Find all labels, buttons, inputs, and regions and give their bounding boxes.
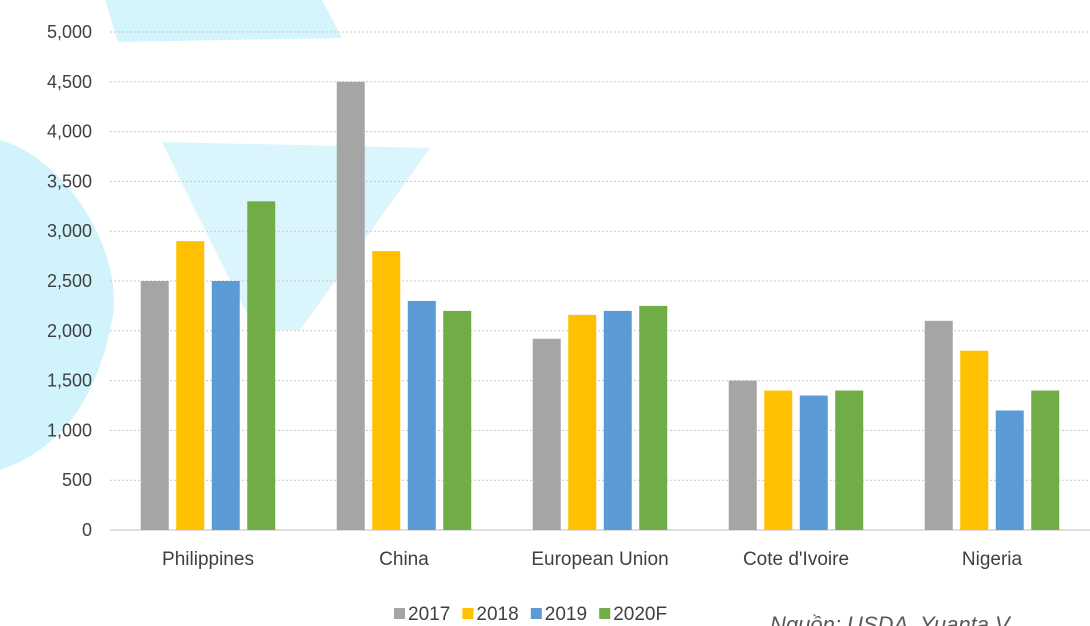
y-axis-ticks: 0 500 1,000 1,500 2,000 2,500 3,000 3,500 4,000 4… xyxy=(47,22,92,540)
bar xyxy=(532,338,561,530)
source-note: Nguồn: USDA, Yuanta V xyxy=(770,612,1012,626)
legend-label: 2020F xyxy=(613,604,667,625)
bar xyxy=(924,320,953,530)
bar xyxy=(568,314,597,530)
bar xyxy=(443,310,472,530)
bar xyxy=(247,201,276,530)
y-tick-label: 5,000 xyxy=(47,22,92,42)
legend-label: 2017 xyxy=(408,604,450,625)
y-tick-label: 4,500 xyxy=(47,72,92,92)
bar xyxy=(176,241,205,530)
bar xyxy=(407,300,436,530)
bar xyxy=(603,310,632,530)
bar xyxy=(728,380,757,530)
x-category-label: Cote d'Ivoire xyxy=(743,549,849,570)
x-category-label: China xyxy=(379,549,429,570)
bar xyxy=(140,281,169,530)
x-category-label: Nigeria xyxy=(962,549,1023,570)
y-tick-label: 4,000 xyxy=(47,122,92,142)
y-tick-label: 2,000 xyxy=(47,321,92,341)
watermark-shape-top xyxy=(105,0,342,42)
bar xyxy=(1031,390,1060,530)
legend-label: 2018 xyxy=(476,604,518,625)
legend-swatch xyxy=(394,608,405,619)
watermark-shape-left xyxy=(0,140,114,470)
x-category-label: European Union xyxy=(531,549,668,570)
bar xyxy=(835,390,864,530)
bar xyxy=(960,350,989,530)
legend-swatch xyxy=(530,608,542,619)
bar xyxy=(995,410,1024,530)
legend-swatch xyxy=(599,608,611,619)
x-category-label: Philippines xyxy=(162,549,254,570)
y-tick-label: 500 xyxy=(62,470,92,490)
y-tick-label: 1,000 xyxy=(47,420,92,440)
y-tick-label: 3,500 xyxy=(47,171,92,191)
legend-swatch xyxy=(462,608,474,619)
bar xyxy=(764,390,793,530)
legend: 2017 2018 2019 2020F xyxy=(394,604,667,625)
y-tick-label: 3,000 xyxy=(47,221,92,241)
bar xyxy=(799,395,828,530)
y-tick-label: 1,500 xyxy=(47,371,92,391)
y-tick-label: 0 xyxy=(82,520,92,540)
y-tick-label: 2,500 xyxy=(47,271,92,291)
legend-label: 2019 xyxy=(545,604,587,625)
bar xyxy=(211,281,240,530)
bar xyxy=(639,305,668,530)
x-axis-categories: Philippines China European Union Cote d'Ivo… xyxy=(162,549,1022,570)
bar xyxy=(372,251,401,530)
bar xyxy=(336,81,365,531)
bars xyxy=(140,81,1060,531)
